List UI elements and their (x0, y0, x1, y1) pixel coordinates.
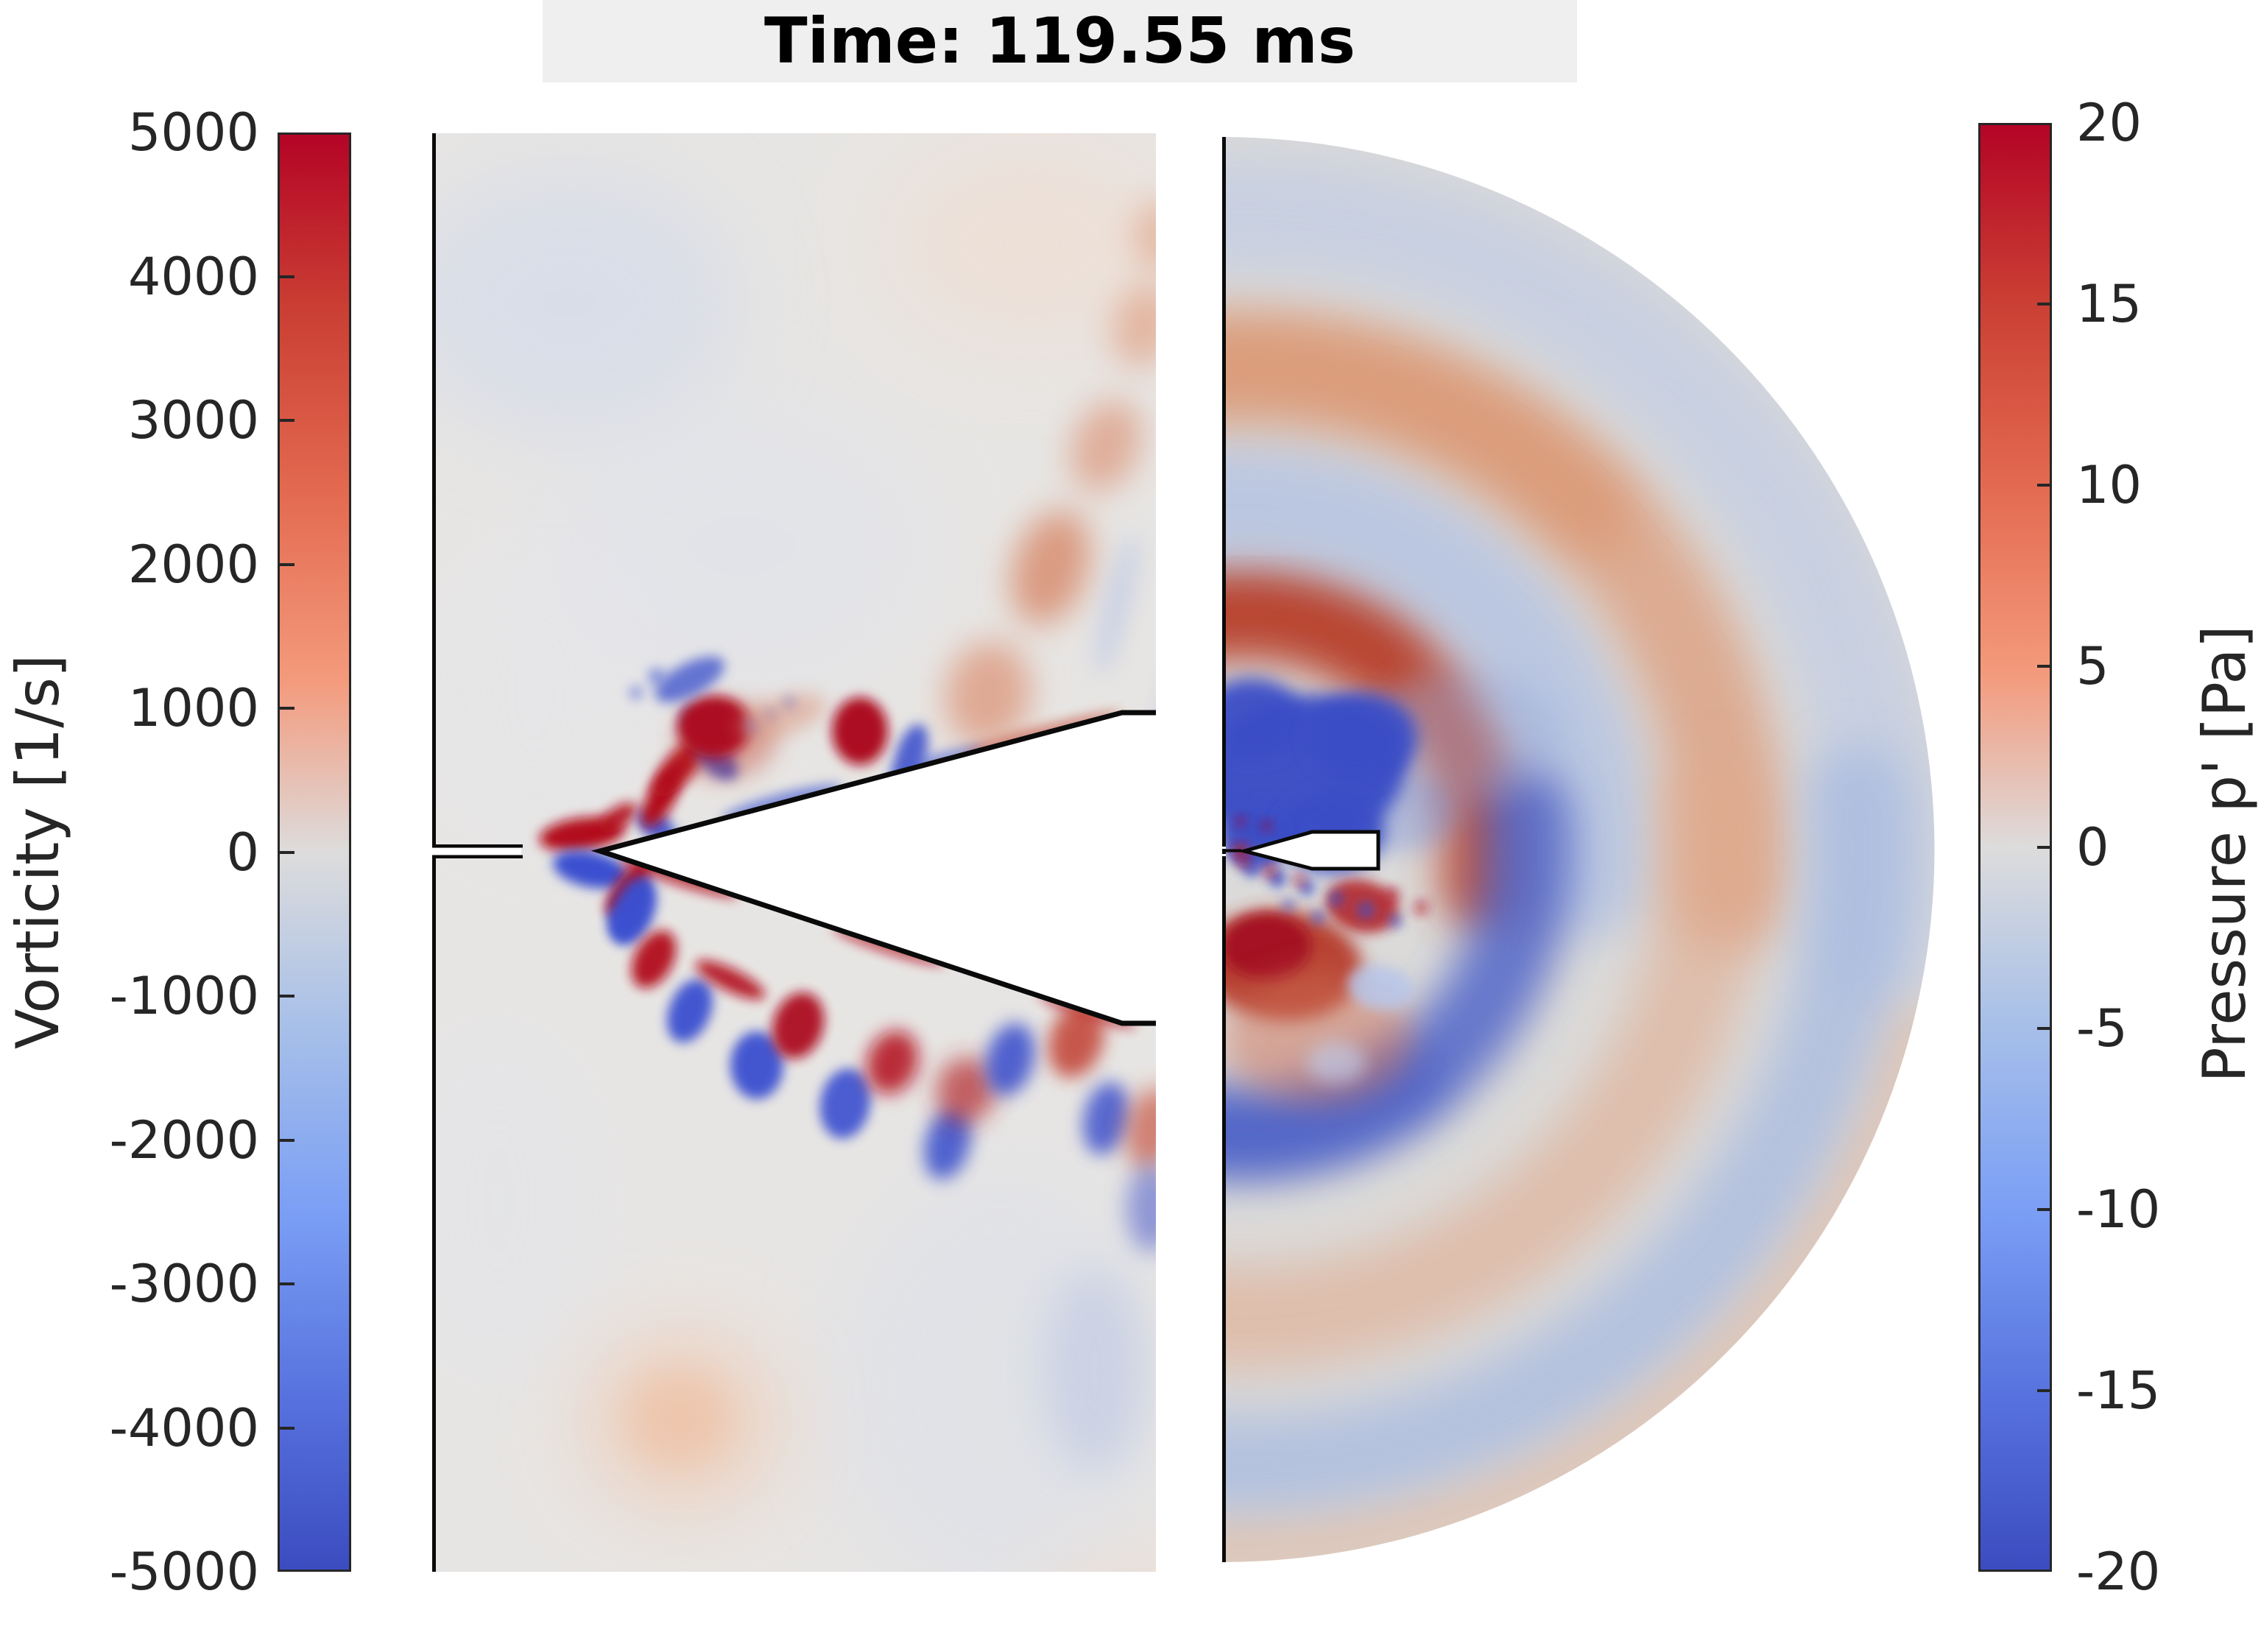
pressure-tick-mark (2037, 484, 2052, 487)
figure-title: Time: 119.55 ms (763, 4, 1356, 78)
vorticity-tick-mark (280, 275, 294, 278)
pressure-tick-mark (2037, 1208, 2052, 1211)
vorticity-tick-mark (280, 1426, 294, 1430)
pressure-tick-label: -5 (2076, 998, 2128, 1059)
pressure-field-panel (1222, 137, 1935, 1562)
vorticity-tick-label: 5000 (127, 102, 259, 163)
pressure-tick-label: 10 (2076, 455, 2142, 515)
vorticity-tick-label: -4000 (109, 1397, 259, 1458)
pressure-tick-label: 0 (2076, 817, 2109, 878)
pressure-tick-mark (2037, 665, 2052, 668)
vorticity-tick-mark (280, 1138, 294, 1142)
pressure-tick-label: 15 (2076, 274, 2142, 334)
vorticity-tick-label: -3000 (109, 1254, 259, 1314)
vorticity-tick-mark (280, 850, 294, 854)
vorticity-tick-mark (280, 707, 294, 710)
vorticity-field-panel (432, 133, 1156, 1572)
title-box: Time: 119.55 ms (543, 0, 1577, 82)
pressure-tick-mark (2037, 303, 2052, 306)
pressure-tick-mark (2037, 1027, 2052, 1030)
pressure-tick-label: -10 (2076, 1179, 2161, 1240)
vorticity-tick-mark (280, 995, 294, 998)
vorticity-tick-label: -5000 (109, 1542, 259, 1602)
vorticity-tick-mark (280, 1282, 294, 1285)
vorticity-tick-label: 0 (226, 822, 259, 883)
pressure-tick-mark (2037, 1389, 2052, 1392)
pressure-tick-label: 5 (2076, 636, 2109, 696)
pressure-tick-label: -20 (2076, 1542, 2161, 1602)
vorticity-axis-label: Vorticity [1/s] (4, 654, 72, 1050)
vorticity-tick-label: 4000 (127, 246, 259, 307)
vorticity-tick-mark (280, 562, 294, 566)
pressure-tick-label: 20 (2076, 93, 2142, 153)
vorticity-tick-label: 2000 (127, 534, 259, 595)
pressure-tick-label: -15 (2076, 1360, 2161, 1421)
pressure-axis-label: Pressure p' [Pa] (2190, 625, 2259, 1083)
vorticity-tick-label: 1000 (127, 678, 259, 738)
vorticity-tick-label: -1000 (109, 966, 259, 1026)
vorticity-tick-label: -2000 (109, 1109, 259, 1171)
pressure-tick-mark (2037, 846, 2052, 849)
vorticity-tick-label: 3000 (127, 390, 259, 451)
vorticity-tick-mark (280, 419, 294, 422)
